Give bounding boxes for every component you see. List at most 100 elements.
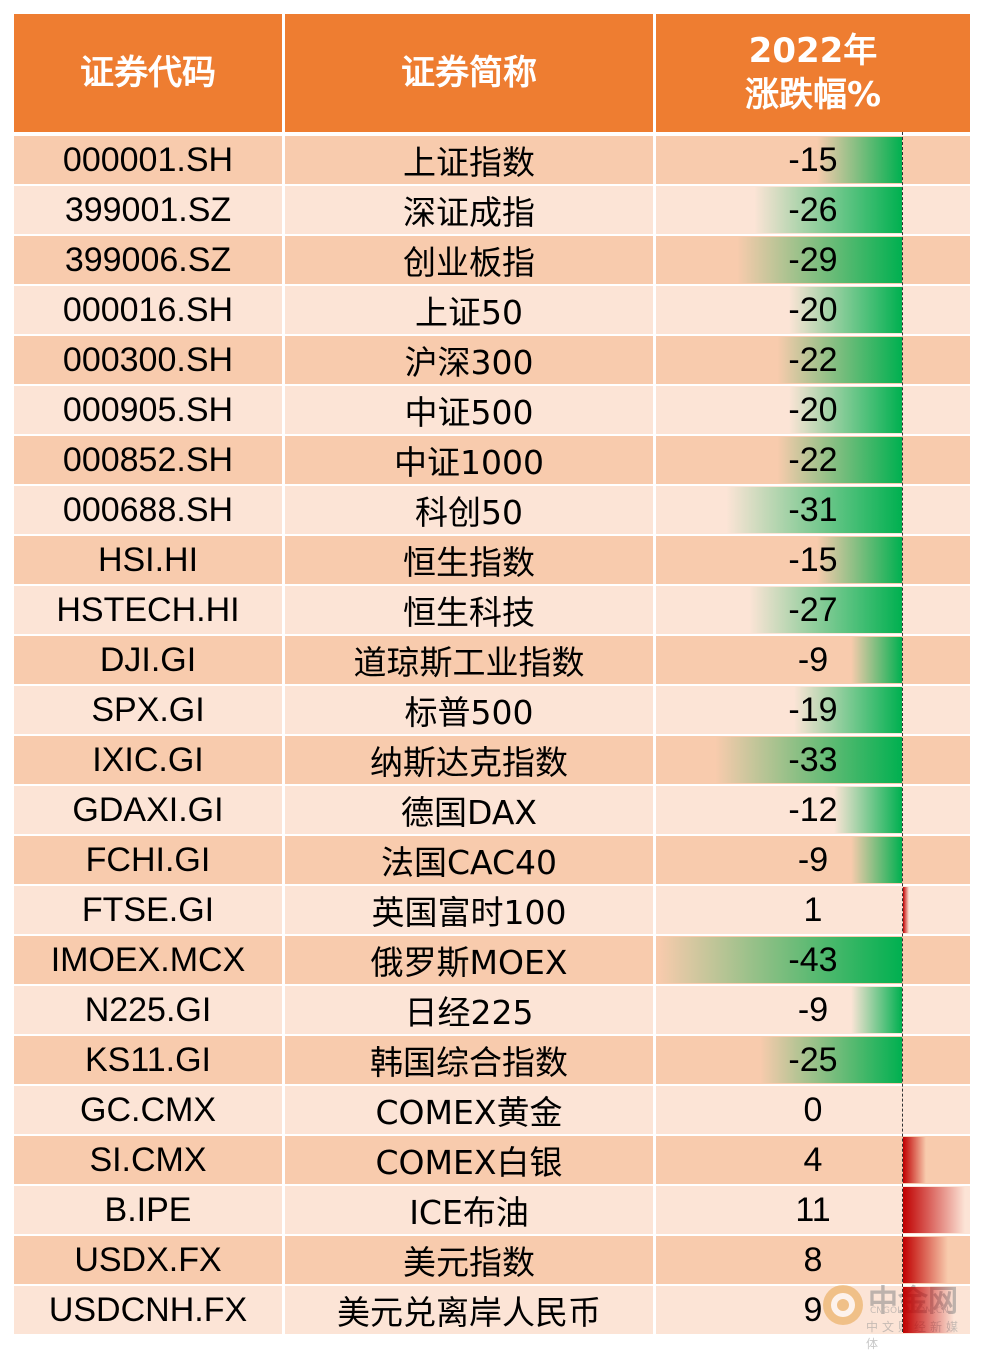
table-row: IXIC.GI 纳斯达克指数 -33 xyxy=(14,736,970,784)
cell-code: HSTECH.HI xyxy=(14,586,282,634)
data-bar xyxy=(833,787,902,833)
change-value: -31 xyxy=(788,490,838,529)
cell-name: 上证50 xyxy=(285,286,653,334)
table-row: N225.GI 日经225 -9 xyxy=(14,986,970,1034)
data-bar xyxy=(903,1287,954,1333)
table-row: DJI.GI 道琼斯工业指数 -9 xyxy=(14,636,970,684)
cell-code: 000016.SH xyxy=(14,286,282,334)
cell-name: 法国CAC40 xyxy=(285,836,653,884)
cell-change: -43 xyxy=(656,936,970,984)
cell-change: -20 xyxy=(656,286,970,334)
cell-change: 11 xyxy=(656,1186,970,1234)
change-value: -22 xyxy=(788,440,838,479)
cell-name: 美元指数 xyxy=(285,1236,653,1284)
change-value: -9 xyxy=(797,990,829,1029)
data-bar xyxy=(903,1137,926,1183)
change-value: -20 xyxy=(788,390,838,429)
cell-name: 恒生科技 xyxy=(285,586,653,634)
change-value: -15 xyxy=(788,540,838,579)
cell-code: USDX.FX xyxy=(14,1236,282,1284)
change-value: 8 xyxy=(803,1240,823,1279)
cell-code: 000905.SH xyxy=(14,386,282,434)
table-row: FCHI.GI 法国CAC40 -9 xyxy=(14,836,970,884)
cell-name: 日经225 xyxy=(285,986,653,1034)
cell-change: -31 xyxy=(656,486,970,534)
data-bar xyxy=(760,1037,902,1083)
change-value: -29 xyxy=(788,240,838,279)
cell-name: 创业板指 xyxy=(285,236,653,284)
cell-change: -9 xyxy=(656,636,970,684)
cell-name: 恒生指数 xyxy=(285,536,653,584)
table-row: HSI.HI 恒生指数 -15 xyxy=(14,536,970,584)
cell-change: -29 xyxy=(656,236,970,284)
cell-code: 000852.SH xyxy=(14,436,282,484)
data-bar xyxy=(850,987,902,1033)
change-value: -43 xyxy=(788,940,838,979)
cell-code: FTSE.GI xyxy=(14,886,282,934)
cell-change: -33 xyxy=(656,736,970,784)
change-value: 1 xyxy=(803,890,823,929)
header-code: 证券代码 xyxy=(14,14,282,132)
cell-code: 000001.SH xyxy=(14,136,282,184)
data-bar xyxy=(816,137,902,183)
data-bar xyxy=(903,1237,949,1283)
change-value: -12 xyxy=(788,790,838,829)
cell-code: B.IPE xyxy=(14,1186,282,1234)
cell-name: 纳斯达克指数 xyxy=(285,736,653,784)
data-bar xyxy=(788,287,902,333)
change-value: 0 xyxy=(803,1090,823,1129)
cell-code: GC.CMX xyxy=(14,1086,282,1134)
cell-code: 399001.SZ xyxy=(14,186,282,234)
cell-change: -22 xyxy=(656,336,970,384)
change-value: 9 xyxy=(803,1290,823,1329)
table-row: SPX.GI 标普500 -19 xyxy=(14,686,970,734)
table-row: 000852.SH 中证1000 -22 xyxy=(14,436,970,484)
cell-code: SI.CMX xyxy=(14,1136,282,1184)
data-bar xyxy=(816,537,902,583)
table-row: FTSE.GI 英国富时100 1 xyxy=(14,886,970,934)
cell-change: -9 xyxy=(656,836,970,884)
cell-name: 道琼斯工业指数 xyxy=(285,636,653,684)
table-row: USDCNH.FX 美元兑离岸人民币 9 xyxy=(14,1286,970,1334)
change-value: -22 xyxy=(788,340,838,379)
cell-code: IXIC.GI xyxy=(14,736,282,784)
table-row: IMOEX.MCX 俄罗斯MOEX -43 xyxy=(14,936,970,984)
cell-name: 科创50 xyxy=(285,486,653,534)
data-bar xyxy=(777,337,902,383)
data-bar xyxy=(794,687,902,733)
cell-name: 中证1000 xyxy=(285,436,653,484)
table-row: 000016.SH 上证50 -20 xyxy=(14,286,970,334)
change-value: -26 xyxy=(788,190,838,229)
cell-code: 000300.SH xyxy=(14,336,282,384)
table-row: 399001.SZ 深证成指 -26 xyxy=(14,186,970,234)
cell-name: 中证500 xyxy=(285,386,653,434)
cell-name: 韩国综合指数 xyxy=(285,1036,653,1084)
data-bar xyxy=(850,637,902,683)
table-row: 000001.SH 上证指数 -15 xyxy=(14,136,970,184)
cell-code: HSI.HI xyxy=(14,536,282,584)
change-value: -27 xyxy=(788,590,838,629)
cell-name: COMEX黄金 xyxy=(285,1086,653,1134)
table-row: KS11.GI 韩国综合指数 -25 xyxy=(14,1036,970,1084)
cell-change: 1 xyxy=(656,886,970,934)
cell-name: 美元兑离岸人民币 xyxy=(285,1286,653,1334)
cell-name: 深证成指 xyxy=(285,186,653,234)
cell-change: -12 xyxy=(656,786,970,834)
table-row: GC.CMX COMEX黄金 0 xyxy=(14,1086,970,1134)
change-value: -20 xyxy=(788,290,838,329)
table-row: 000688.SH 科创50 -31 xyxy=(14,486,970,534)
cell-change: -20 xyxy=(656,386,970,434)
cell-name: 德国DAX xyxy=(285,786,653,834)
coin-logo-icon xyxy=(823,1285,863,1325)
cell-change: -25 xyxy=(656,1036,970,1084)
data-bar xyxy=(658,937,902,983)
cell-change: -27 xyxy=(656,586,970,634)
cell-change: -19 xyxy=(656,686,970,734)
change-value: 11 xyxy=(795,1190,831,1229)
zero-axis-line xyxy=(902,132,903,1332)
table-row: HSTECH.HI 恒生科技 -27 xyxy=(14,586,970,634)
data-bar xyxy=(754,187,902,233)
cell-code: IMOEX.MCX xyxy=(14,936,282,984)
cell-change: 9 xyxy=(656,1286,970,1334)
data-bar xyxy=(714,737,902,783)
